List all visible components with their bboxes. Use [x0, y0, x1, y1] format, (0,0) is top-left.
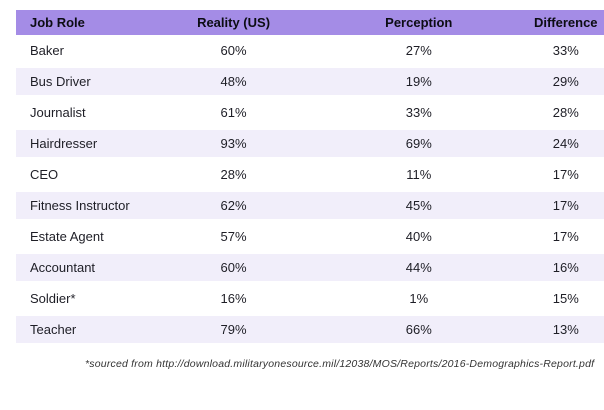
table-row: Hairdresser 93% 69% 24% [16, 128, 604, 159]
cell-perception: 19% [405, 74, 432, 89]
cell-perception: 27% [405, 43, 432, 58]
table-row: Estate Agent 57% 40% 17% [16, 221, 604, 252]
comparison-table: Job Role Reality (US) Perception Differe… [16, 10, 604, 345]
cell-job-role: Soldier* [30, 291, 76, 306]
cell-reality: 28% [220, 167, 247, 182]
cell-job-role: Bus Driver [30, 74, 91, 89]
column-header-reality: Reality (US) [197, 15, 271, 30]
cell-job-role: Baker [30, 43, 64, 58]
cell-job-role: Estate Agent [30, 229, 104, 244]
cell-difference: 17% [552, 229, 579, 244]
cell-reality: 93% [220, 136, 247, 151]
cell-reality: 57% [220, 229, 247, 244]
cell-perception: 40% [405, 229, 432, 244]
table-header-row: Job Role Reality (US) Perception Differe… [16, 10, 604, 35]
cell-job-role: Hairdresser [30, 136, 98, 151]
cell-reality: 48% [220, 74, 247, 89]
cell-job-role: CEO [30, 167, 59, 182]
table-row: Fitness Instructor 62% 45% 17% [16, 190, 604, 221]
cell-perception: 11% [406, 167, 432, 182]
cell-perception: 66% [405, 322, 432, 337]
column-header-job-role: Job Role [30, 15, 85, 30]
cell-difference: 29% [552, 74, 579, 89]
cell-reality: 61% [220, 105, 247, 120]
table-row: CEO 28% 11% 17% [16, 159, 604, 190]
cell-difference: 15% [552, 291, 579, 306]
cell-difference: 16% [552, 260, 579, 275]
cell-perception: 33% [405, 105, 432, 120]
table-row: Journalist 61% 33% 28% [16, 97, 604, 128]
table-row: Teacher 79% 66% 13% [16, 314, 604, 345]
table-row: Accountant 60% 44% 16% [16, 252, 604, 283]
cell-perception: 1% [409, 291, 429, 306]
cell-difference: 13% [552, 322, 579, 337]
cell-difference: 17% [552, 167, 579, 182]
column-header-difference: Difference [533, 15, 598, 30]
cell-reality: 62% [220, 198, 247, 213]
cell-job-role: Accountant [30, 260, 96, 275]
cell-perception: 45% [405, 198, 432, 213]
cell-reality: 60% [220, 260, 247, 275]
table-row: Bus Driver 48% 19% 29% [16, 66, 604, 97]
cell-job-role: Teacher [30, 322, 77, 337]
source-footnote: *sourced from http://download.militaryon… [85, 358, 595, 370]
cell-reality: 79% [220, 322, 247, 337]
cell-difference: 28% [552, 105, 579, 120]
cell-reality: 16% [220, 291, 247, 306]
cell-reality: 60% [220, 43, 247, 58]
cell-job-role: Journalist [30, 105, 86, 120]
cell-job-role: Fitness Instructor [30, 198, 130, 213]
cell-perception: 44% [405, 260, 432, 275]
column-header-perception: Perception [385, 15, 453, 30]
cell-perception: 69% [405, 136, 432, 151]
table-row: Baker 60% 27% 33% [16, 35, 604, 66]
table-row: Soldier* 16% 1% 15% [16, 283, 604, 314]
cell-difference: 17% [552, 198, 579, 213]
cell-difference: 24% [552, 136, 579, 151]
cell-difference: 33% [552, 43, 579, 58]
